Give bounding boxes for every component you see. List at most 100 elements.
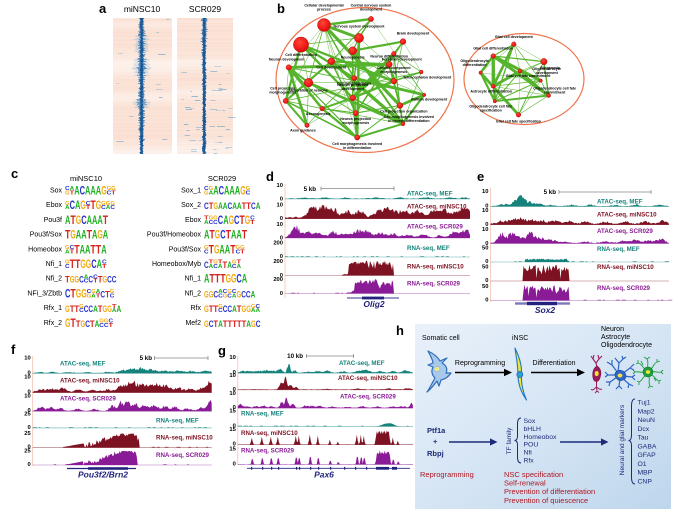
svg-text:Sox2: Sox2 bbox=[535, 305, 556, 315]
svg-text:0: 0 bbox=[280, 197, 283, 203]
svg-text:0: 0 bbox=[485, 241, 488, 247]
svg-text:G: G bbox=[65, 316, 70, 330]
svg-text:T: T bbox=[96, 293, 101, 299]
svg-text:Generation of neurons: Generation of neurons bbox=[289, 89, 328, 93]
svg-text:T: T bbox=[230, 242, 236, 256]
svg-text:G: G bbox=[204, 304, 209, 314]
svg-text:200: 200 bbox=[273, 259, 283, 265]
svg-text:G: G bbox=[99, 319, 104, 325]
svg-text:C: C bbox=[104, 323, 109, 329]
svg-text:Nervous system development: Nervous system development bbox=[334, 24, 386, 28]
svg-text:G: G bbox=[209, 289, 214, 299]
svg-text:T: T bbox=[70, 286, 76, 300]
svg-text:C: C bbox=[223, 289, 228, 295]
svg-text:G: G bbox=[101, 184, 106, 198]
svg-text:A: A bbox=[246, 319, 251, 329]
svg-text:Glial cell fate commitment: Glial cell fate commitment bbox=[506, 74, 551, 78]
svg-text:C: C bbox=[228, 201, 233, 211]
svg-text:O1: O1 bbox=[638, 461, 647, 468]
svg-text:RNA-seq, miNSC10: RNA-seq, miNSC10 bbox=[597, 264, 654, 271]
svg-text:G: G bbox=[213, 201, 218, 211]
svg-text:A: A bbox=[236, 228, 242, 242]
svg-text:T: T bbox=[237, 304, 242, 314]
svg-text:ATAC-seq, miNSC10: ATAC-seq, miNSC10 bbox=[338, 375, 398, 382]
svg-text:A: A bbox=[218, 319, 223, 329]
svg-text:C: C bbox=[218, 213, 224, 227]
svg-text:0: 0 bbox=[485, 298, 488, 304]
svg-text:0: 0 bbox=[280, 291, 283, 297]
svg-text:25: 25 bbox=[24, 412, 31, 418]
svg-text:T: T bbox=[93, 279, 98, 285]
svg-text:Pou3f: Pou3f bbox=[44, 217, 62, 224]
svg-text:Ebox: Ebox bbox=[185, 217, 201, 224]
svg-text:b: b bbox=[277, 1, 285, 16]
svg-text:T: T bbox=[204, 216, 209, 222]
svg-text:Tau: Tau bbox=[638, 435, 649, 442]
svg-text:C: C bbox=[241, 289, 246, 299]
svg-text:C: C bbox=[84, 279, 89, 285]
svg-text:C: C bbox=[86, 201, 91, 207]
svg-text:G: G bbox=[240, 184, 245, 198]
svg-text:G: G bbox=[245, 213, 250, 227]
svg-text:RNA-seq, MEF: RNA-seq, MEF bbox=[407, 245, 450, 252]
svg-text:bHLH: bHLH bbox=[524, 426, 541, 433]
svg-text:T: T bbox=[65, 275, 70, 285]
svg-text:A: A bbox=[251, 308, 256, 314]
svg-text:G: G bbox=[204, 289, 209, 299]
svg-text:10: 10 bbox=[229, 373, 235, 379]
svg-text:Sox: Sox bbox=[50, 188, 63, 195]
svg-text:C: C bbox=[80, 184, 86, 198]
svg-text:+: + bbox=[433, 437, 438, 446]
svg-text:C: C bbox=[256, 304, 261, 310]
svg-text:T: T bbox=[209, 242, 215, 256]
svg-text:C: C bbox=[112, 275, 117, 285]
svg-text:A: A bbox=[70, 186, 75, 192]
svg-text:0: 0 bbox=[485, 204, 488, 210]
svg-text:T: T bbox=[242, 319, 247, 329]
svg-text:G: G bbox=[242, 304, 247, 314]
svg-text:C: C bbox=[213, 289, 218, 299]
svg-text:15: 15 bbox=[229, 427, 236, 433]
svg-text:G: G bbox=[76, 213, 81, 227]
svg-text:C: C bbox=[218, 293, 223, 299]
svg-text:T: T bbox=[242, 201, 247, 211]
svg-text:G: G bbox=[229, 213, 234, 227]
svg-text:C: C bbox=[70, 245, 75, 251]
svg-text:G: G bbox=[65, 245, 70, 251]
svg-text:A: A bbox=[251, 289, 256, 299]
svg-text:C: C bbox=[223, 304, 228, 314]
svg-text:C: C bbox=[250, 216, 255, 222]
svg-text:development: development bbox=[342, 87, 365, 91]
svg-text:Tuj1: Tuj1 bbox=[638, 400, 651, 407]
svg-text:C: C bbox=[213, 264, 218, 270]
svg-text:T: T bbox=[70, 316, 76, 330]
svg-text:0: 0 bbox=[27, 408, 30, 414]
svg-text:G: G bbox=[107, 304, 112, 314]
svg-text:C: C bbox=[218, 308, 223, 314]
svg-text:Glial cell development: Glial cell development bbox=[495, 35, 534, 39]
svg-text:Cellular component: Cellular component bbox=[377, 66, 411, 70]
svg-text:Nfi_2: Nfi_2 bbox=[46, 276, 62, 283]
svg-text:C: C bbox=[110, 205, 115, 211]
svg-text:Brain development: Brain development bbox=[397, 32, 430, 36]
svg-text:T: T bbox=[112, 304, 117, 310]
svg-text:G: G bbox=[246, 304, 251, 314]
svg-text:A: A bbox=[95, 319, 100, 329]
svg-text:Sox_1: Sox_1 bbox=[181, 188, 201, 195]
svg-text:G: G bbox=[80, 257, 85, 271]
svg-text:0: 0 bbox=[233, 387, 236, 393]
svg-text:A: A bbox=[85, 184, 91, 198]
svg-text:0: 0 bbox=[27, 445, 30, 451]
svg-text:T: T bbox=[70, 257, 76, 271]
svg-text:C: C bbox=[99, 323, 104, 329]
svg-text:T: T bbox=[239, 213, 245, 227]
svg-text:0: 0 bbox=[233, 462, 236, 468]
svg-text:T: T bbox=[213, 304, 218, 314]
svg-text:0: 0 bbox=[280, 273, 283, 279]
svg-text:G: G bbox=[65, 201, 70, 207]
svg-text:G: G bbox=[87, 293, 92, 299]
svg-text:RNA-seq, SCR029: RNA-seq, SCR029 bbox=[156, 452, 210, 459]
svg-text:C: C bbox=[227, 293, 232, 299]
svg-text:C: C bbox=[100, 289, 105, 299]
svg-text:Neuron development: Neuron development bbox=[269, 58, 306, 62]
